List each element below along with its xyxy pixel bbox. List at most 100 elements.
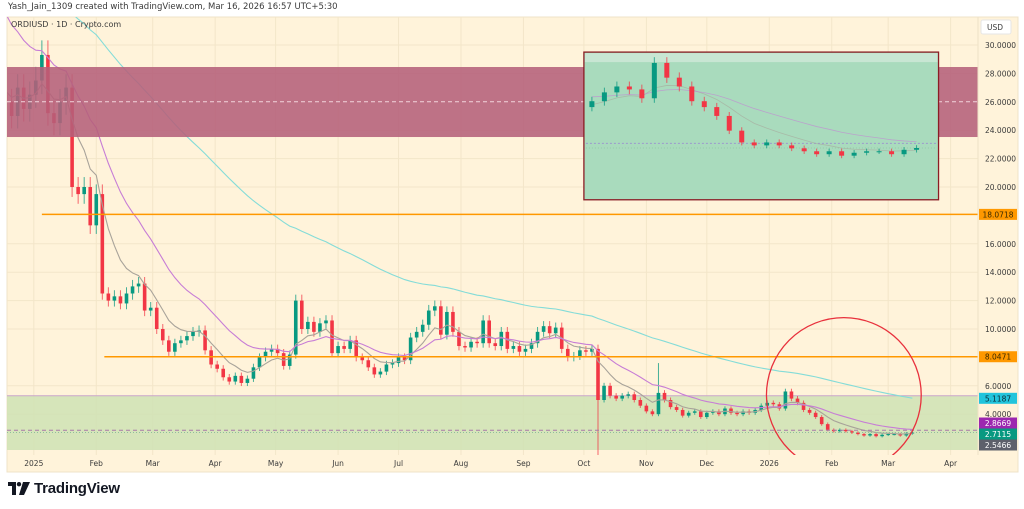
candle-down [825,424,830,430]
candle-down [644,405,649,412]
candle-up [348,340,352,349]
candle-down [100,194,105,294]
candle-up [705,412,709,418]
time-tick-label: Jun [331,459,344,468]
candle-down [844,429,848,432]
candle-up [408,337,413,361]
candle-up [414,331,419,338]
candle-up [553,327,558,334]
time-tick-label: Feb [825,459,839,468]
candle-down [850,431,854,433]
symbol-legend[interactable]: ORDIUSD · 1D · Crypto.com [11,20,121,29]
price-tick-label: 14.0000 [985,268,1016,277]
price-tick-label: 22.0000 [985,155,1016,164]
inset-box-layer[interactable] [583,51,940,201]
price-tick-label: 20.0000 [985,183,1016,192]
candle-down [439,306,443,335]
circle-layer[interactable] [765,317,922,473]
candle-up [287,354,292,366]
price-tag-background [979,392,1017,404]
candle-up [445,311,449,335]
price-tag-background [979,208,1017,220]
candle-down [457,331,461,347]
candle-down [88,187,93,226]
candle-down [668,400,673,408]
candle-up [185,336,189,341]
time-axis[interactable]: 2025 Feb Mar Apr May Jun Jul Aug Sep Oct Nov Dec 202… [24,459,958,468]
candle-up [602,385,606,400]
candle-down [689,86,695,102]
candle-up [94,194,99,226]
candle-down [354,340,359,358]
price-tick-label: 26.0000 [985,98,1016,107]
candle-up [686,412,691,416]
candle-up [324,320,328,324]
candle-down [596,348,600,400]
time-tick-label: Nov [639,459,654,468]
time-tick-label: Oct [577,459,590,468]
candle-down [614,395,618,399]
price-tag-background [979,417,1017,429]
candle-down [300,300,304,329]
price-tag-value: 5.1187 [985,394,1011,403]
time-tick-label: Apr [209,459,223,468]
price-axis[interactable]: 30.0000 28.0000 26.0000 24.0000 22.0000 20.00… [985,41,1016,419]
candle-down [664,62,670,78]
candle-up [136,283,141,287]
ma-mid-line [7,17,913,431]
candle-down [463,346,467,348]
candle-down [807,409,812,413]
candle-down [547,326,552,334]
candle-down [281,353,286,366]
candle-down [475,341,479,344]
candle-down [662,392,667,400]
candle-up [390,363,395,365]
candle-down [142,283,147,311]
candle-down [608,385,612,396]
time-tick-label: Dec [700,459,715,468]
candle-up [901,149,907,155]
currency-unit-label: USD [987,23,1003,32]
candle-up [318,323,322,332]
candle-up [148,307,153,311]
candle-up [179,340,183,344]
currency-unit-button[interactable]: USD [980,19,1012,35]
candle-up [590,348,594,352]
candle-down [118,296,123,304]
price-tag-value: 2.5466 [985,441,1011,450]
candle-down [330,320,334,354]
candle-down [789,391,794,399]
candle-down [874,434,878,437]
candle-up [130,286,135,294]
candle-up [656,392,661,415]
candle-down [795,398,800,403]
candle-up [904,433,909,436]
price-tag-background [979,428,1017,440]
candle-down [203,330,207,351]
tradingview-logo[interactable]: TradingView [8,480,120,497]
candle-down [565,348,570,358]
candle-up [764,142,770,146]
candle-down [701,101,707,108]
candle-up [535,331,540,344]
candle-up [741,411,745,415]
candle-up [864,151,870,153]
tradingview-logo-text: TradingView [34,480,120,497]
price-tag-background [979,439,1017,451]
time-tick-label: Aug [454,459,469,468]
candle-down [776,142,782,146]
candle-down [215,364,219,369]
candle-up [112,296,117,301]
candle-up [914,147,920,150]
candle-up [620,395,624,399]
price-tag-background [979,351,1017,363]
price-tick-label: 4.0000 [985,410,1011,419]
candle-up [124,293,129,304]
time-tick-label: 2026 [760,459,779,468]
candle-up [481,320,485,344]
candle-down [814,151,820,155]
candle-down [735,412,739,415]
candle-down [819,417,824,425]
candle-up [245,378,250,383]
